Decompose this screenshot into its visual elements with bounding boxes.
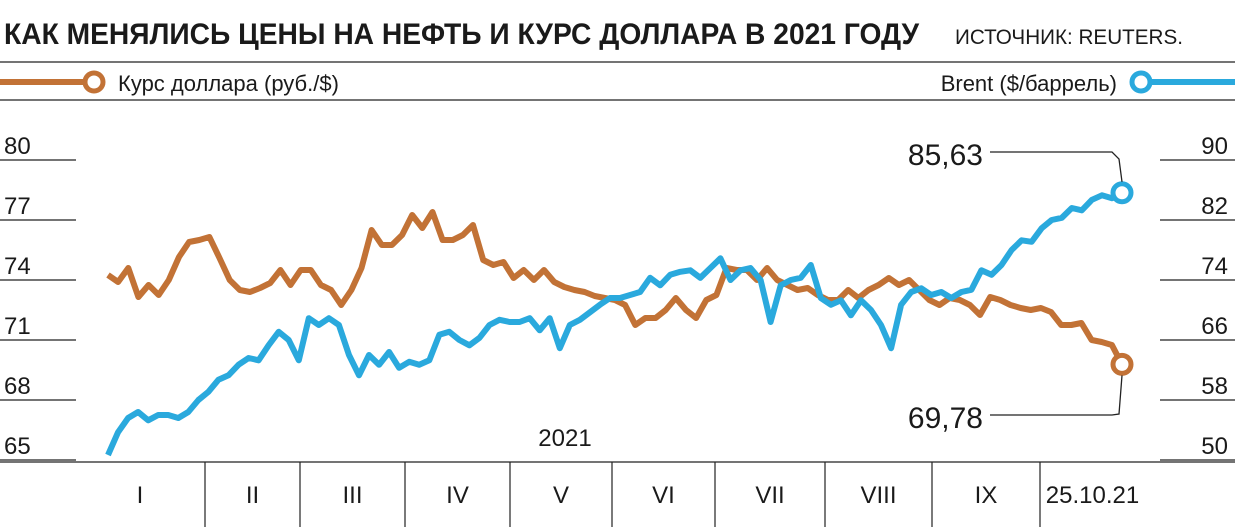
x-band-label: 25.10.21 (1046, 482, 1139, 509)
y-tick-label: 80 (4, 133, 31, 160)
end-marker (1110, 181, 1134, 205)
legend-marker (82, 70, 106, 94)
y2-tick-label: 90 (1201, 133, 1228, 160)
end-marker (1110, 352, 1134, 376)
chart-title: КАК МЕНЯЛИСЬ ЦЕНЫ НА НЕФТЬ И КУРС ДОЛЛАР… (4, 18, 919, 51)
y-tick-label: 65 (4, 433, 31, 460)
legend-label: Курс доллара (руб./$) (118, 71, 339, 96)
x-band-label: IV (446, 482, 469, 509)
x-band-label: III (342, 482, 362, 509)
x-band-label: V (553, 482, 569, 509)
y2-tick-label: 66 (1201, 313, 1228, 340)
leader-line (990, 151, 1123, 182)
source: ИСТОЧНИК: REUTERS. (955, 26, 1183, 49)
x-band-label: VI (652, 482, 675, 509)
legend-marker (1129, 70, 1153, 94)
y-tick-label: 74 (4, 253, 31, 280)
leader-line (990, 375, 1123, 416)
y2-tick-label: 82 (1201, 193, 1228, 220)
end-value-label: 85,63 (908, 139, 983, 172)
x-band-label: VIII (860, 482, 896, 509)
x-band-label: II (246, 482, 259, 509)
y-tick-label: 71 (4, 313, 31, 340)
x-band-label: I (137, 482, 144, 509)
y2-tick-label: 58 (1201, 373, 1228, 400)
y2-tick-label: 74 (1201, 253, 1228, 280)
x-axis-label: 2021 (538, 425, 591, 452)
y-tick-label: 68 (4, 373, 31, 400)
y2-tick-label: 50 (1201, 433, 1228, 460)
x-band-label: VII (755, 482, 784, 509)
legend-label: Brent ($/баррель) (941, 71, 1117, 96)
series-line (105, 190, 1124, 457)
x-band-label: IX (975, 482, 998, 509)
y-tick-label: 77 (4, 193, 31, 220)
end-value-label: 69,78 (908, 402, 983, 435)
